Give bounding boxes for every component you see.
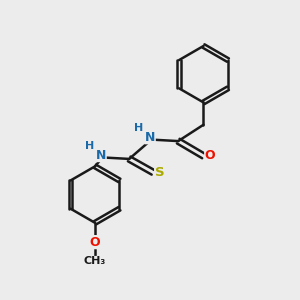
- Text: O: O: [90, 236, 100, 249]
- Text: N: N: [96, 148, 106, 162]
- Text: H: H: [85, 141, 94, 151]
- Text: O: O: [205, 149, 215, 162]
- Text: H: H: [134, 123, 144, 133]
- Text: N: N: [145, 131, 155, 144]
- Text: CH₃: CH₃: [84, 256, 106, 266]
- Text: S: S: [155, 166, 164, 179]
